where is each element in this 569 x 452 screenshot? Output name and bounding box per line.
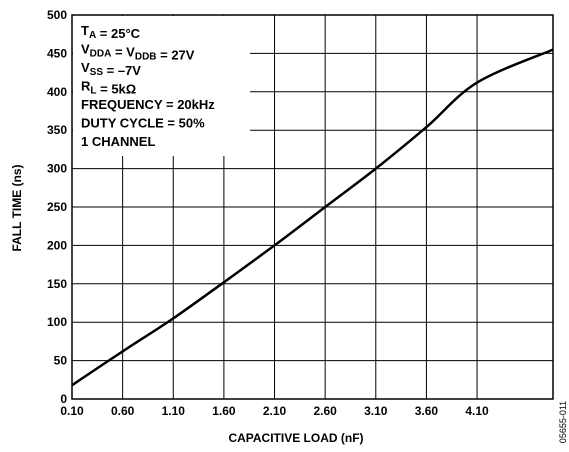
y-tick-label-3: 150 [47,277,67,291]
x-tick-label-7: 3.60 [415,404,439,418]
annotation-line-6: DUTY CYCLE = 50% [81,116,205,131]
x-axis-title: CAPACITIVE LOAD (nF) [228,431,363,445]
x-tick-label-0: 0.10 [60,404,84,418]
y-tick-label-5: 250 [47,200,67,214]
grid [71,14,553,400]
annotation-line-2: VDDA = VDDB = 27V [81,42,195,63]
y-tick-label-9: 450 [47,46,67,60]
x-tick-label-4: 2.10 [263,404,287,418]
y-tick-labels: 0 50 100 150 200 250 300 350 400 450 500 [47,8,67,406]
annotation-box [73,16,250,156]
x-tick-label-2: 1.10 [162,404,186,418]
y-axis-title: FALL TIME (ns) [10,164,24,251]
annotation-line-5: FREQUENCY = 20kHz [81,97,215,112]
annotation-line-7: 1 CHANNEL [81,134,155,149]
x-tick-label-3: 1.60 [212,404,236,418]
annotation-line-4: RL = 5kΩ [81,79,136,97]
annotation-line-3: VSS = –7V [81,60,141,78]
y-tick-label-6: 300 [47,162,67,176]
x-tick-label-8: 4.10 [465,404,489,418]
y-tick-label-1: 50 [54,354,68,368]
x-tick-label-5: 2.60 [313,404,337,418]
plot-frame [71,14,554,400]
y-tick-label-2: 100 [47,315,67,329]
figure-id: 05655-011 [558,401,568,443]
y-tick-label-0: 0 [60,392,67,406]
y-tick-label-8: 400 [47,85,67,99]
x-tick-label-6: 3.10 [364,404,388,418]
y-tick-label-4: 200 [47,238,67,252]
y-tick-label-7: 350 [47,123,67,137]
x-tick-label-1: 0.60 [111,404,135,418]
annotation-line-1: TA = 25°C [81,23,141,41]
series-line-fall-time [71,48,554,387]
x-tick-labels: 0.10 0.60 1.10 1.60 2.10 2.60 3.10 3.60 4.10 [60,404,489,418]
y-tick-label-10: 500 [47,8,67,22]
